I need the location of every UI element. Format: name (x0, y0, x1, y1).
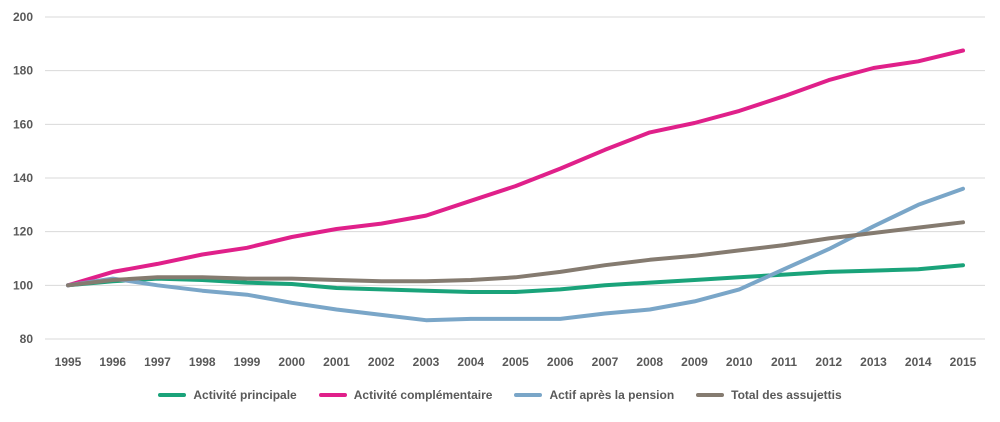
legend-swatch (696, 393, 725, 397)
x-tick-label: 2001 (323, 355, 350, 369)
x-tick-label: 2012 (815, 355, 842, 369)
series-lines (66, 48, 965, 323)
x-tick-label: 2010 (726, 355, 753, 369)
x-tick-label: 1997 (144, 355, 171, 369)
y-tick-label: 80 (20, 332, 34, 346)
x-tick-label: 2007 (592, 355, 619, 369)
x-tick-label: 2014 (905, 355, 932, 369)
y-axis-ticks: 80 100 120 140 160 180 200 (13, 10, 33, 346)
y-tick-label: 160 (13, 117, 33, 131)
x-tick-label: 2015 (950, 355, 977, 369)
x-tick-label: 2004 (457, 355, 484, 369)
legend-label: Activité complémentaire (353, 388, 493, 402)
y-tick-label: 120 (13, 225, 33, 239)
series-line-1 (66, 263, 965, 294)
x-tick-label: 2013 (860, 355, 887, 369)
legend-item: Actif après la pension (514, 388, 674, 402)
y-tick-label: 140 (13, 171, 33, 185)
x-tick-label: 2006 (547, 355, 574, 369)
legend-item: Activité principale (158, 388, 297, 402)
x-axis-ticks: 1995 1996 1997 1998 1999 2000 2001 2002 2003 2004… (55, 355, 977, 369)
grid-lines (45, 16, 985, 340)
legend: Activité principale Activité complémentai… (0, 388, 1000, 402)
legend-item: Total des assujettis (696, 388, 842, 402)
legend-swatch (514, 393, 543, 397)
legend-swatch (158, 393, 187, 397)
series-line-2 (66, 48, 965, 288)
legend-item: Activité complémentaire (318, 388, 493, 402)
x-tick-label: 2002 (368, 355, 395, 369)
legend-swatch (318, 393, 347, 397)
legend-label: Actif après la pension (549, 388, 675, 402)
x-tick-label: 1998 (189, 355, 216, 369)
series-line-4 (66, 220, 965, 288)
x-tick-label: 2000 (278, 355, 305, 369)
y-tick-label: 100 (13, 278, 33, 292)
x-tick-label: 2005 (502, 355, 529, 369)
x-tick-label: 1996 (99, 355, 126, 369)
x-tick-label: 1995 (55, 355, 82, 369)
x-tick-label: 1999 (234, 355, 261, 369)
series-line-3 (66, 186, 965, 323)
y-tick-label: 180 (13, 64, 33, 78)
y-tick-label: 200 (13, 10, 33, 24)
x-tick-label: 2008 (636, 355, 663, 369)
x-tick-label: 2011 (771, 355, 797, 369)
legend-label: Total des assujettis (731, 388, 842, 402)
legend-label: Activité principale (193, 388, 297, 402)
x-tick-label: 2009 (681, 355, 708, 369)
x-tick-label: 2003 (413, 355, 440, 369)
